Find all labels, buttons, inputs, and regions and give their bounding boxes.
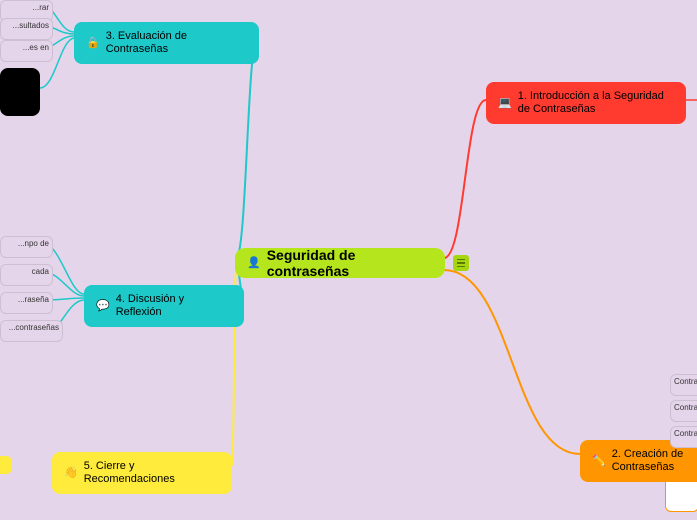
- center-node[interactable]: 👤 Seguridad de contraseñas: [235, 248, 445, 278]
- leaf-node[interactable]: Contra...: [670, 400, 697, 422]
- node-label: 5. Cierre y Recomendaciones: [84, 460, 220, 486]
- leaf-node[interactable]: ...npo de: [0, 236, 53, 258]
- node-label: 3. Evaluación de Contraseñas: [106, 30, 247, 56]
- leaf-node[interactable]: Contra...: [670, 374, 697, 396]
- branch-node-n5[interactable]: 👋 5. Cierre y Recomendaciones: [52, 452, 232, 494]
- leaf-node[interactable]: ...raseña: [0, 292, 53, 314]
- partial-node-left: [0, 456, 12, 474]
- node-icon: 💻: [498, 98, 512, 109]
- leaf-node[interactable]: ...sultados: [0, 18, 53, 40]
- center-label: Seguridad de contraseñas: [267, 247, 433, 279]
- media-placeholder: [0, 68, 40, 116]
- node-icon: ✏️: [592, 456, 606, 467]
- leaf-node[interactable]: ...es en: [0, 40, 53, 62]
- node-icon: 💬: [96, 301, 110, 312]
- node-icon: 👋: [64, 468, 78, 479]
- node-label: 4. Discusión y Reflexión: [116, 293, 232, 319]
- leaf-node[interactable]: cada: [0, 264, 53, 286]
- node-label: 1. Introducción a la Seguridad de Contra…: [518, 90, 674, 116]
- mindmap-canvas: 👤 Seguridad de contraseñas 💻 1. Introducc…: [0, 0, 697, 520]
- person-icon: 👤: [247, 258, 261, 269]
- leaf-node[interactable]: ...contraseñas: [0, 320, 63, 342]
- node-icon: 🔒: [86, 38, 100, 49]
- menu-button[interactable]: [453, 255, 469, 271]
- node-label: 2. Creación de Contraseñas: [612, 448, 697, 474]
- branch-node-n4[interactable]: 💬 4. Discusión y Reflexión: [84, 285, 244, 327]
- branch-node-n1[interactable]: 💻 1. Introducción a la Seguridad de Contr…: [486, 82, 686, 124]
- leaf-node[interactable]: Contra...: [670, 426, 697, 448]
- branch-node-n3[interactable]: 🔒 3. Evaluación de Contraseñas: [74, 22, 259, 64]
